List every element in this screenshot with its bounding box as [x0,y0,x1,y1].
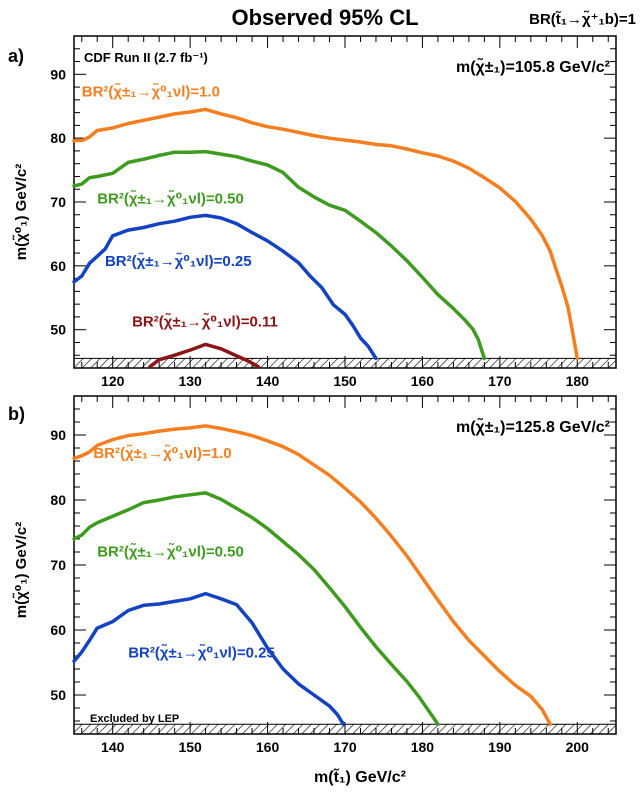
panel-b-x-tick-label: 140 [101,739,125,755]
panel-a-x-tick-label: 160 [411,373,435,389]
panel-a-curve-br_1.0 [72,107,580,361]
figure-title: Observed 95% CL [231,5,418,30]
panel-a-y-tick-label: 60 [50,258,66,274]
panel-a-curve-br_0.11 [148,342,261,369]
panel-b-curve-label-br_0.25: BR²(χ̃±₁→χ̃⁰₁νl)=0.25 [128,643,275,661]
panel-b-x-tick-label: 200 [566,739,590,755]
panel-a-curve-label-br_0.50: BR²(χ̃±₁→χ̃⁰₁νl)=0.50 [97,189,244,207]
panel-b-y-tick-label: 50 [50,687,66,703]
y-axis-label-b: m(χ̃⁰₁) GeV/c² [12,522,30,618]
panel-b-chargino-mass-label: m(χ̃±₁)=125.8 GeV/c² [456,416,610,436]
x-axis-label: m(t̃₁) GeV/c² [314,767,406,786]
panel-a-curve-label-br_1.0: BR²(χ̃±₁→χ̃⁰₁νl)=1.0 [82,83,220,101]
y-axis-label-a: m(χ̃⁰₁) GeV/c² [12,164,30,260]
panel-a-x-tick-label: 180 [566,373,590,389]
panel-b-x-tick-label: 190 [488,739,512,755]
panel-b-curve-br_1.0 [72,424,552,727]
panel-a: 120 130 140 150 160 170 180 50 60 70 80 90 BR²(χ̃±₁→… [50,35,617,389]
panel-a-y-tick-label: 70 [50,194,66,210]
panel-b-x-tick-label: 150 [178,739,202,755]
panel-a-x-tick-label: 140 [256,373,280,389]
panel-b-curve-label-br_0.50: BR²(χ̃±₁→χ̃⁰₁νl)=0.50 [97,543,244,561]
panel-a-curve-br_0.50 [72,149,487,361]
panel-a-x-tick-label: 120 [101,373,125,389]
panel-b-x-tick-label: 180 [411,739,435,755]
lep-excluded-label: Excluded by LEP [90,713,179,725]
panel-a-curve-br_0.25 [72,213,378,361]
panel-a-y-tick-label: 90 [50,66,66,82]
panel-b-curve-label-br_1.0: BR²(χ̃±₁→χ̃⁰₁νl)=1.0 [93,444,231,462]
panel-a-chargino-mass-label: m(χ̃±₁)=105.8 GeV/c² [456,56,610,76]
panel-b-curve-br_0.25 [72,591,346,727]
panel-a-curve-label-br_0.11: BR²(χ̃±₁→χ̃⁰₁νl)=0.11 [132,313,278,331]
panel-a-y-tick-label: 50 [50,322,66,338]
panel-a-label: a) [8,46,24,66]
panel-b-x-tick-label: 160 [256,739,280,755]
panel-b-y-tick-label: 60 [50,622,66,638]
panel-b-label: b) [8,404,25,424]
panel-b-y-tick-label: 80 [50,492,66,508]
panel-a-y-tick-label: 80 [50,130,66,146]
panel-a-x-tick-label: 150 [333,373,357,389]
panel-a-x-tick-label: 170 [488,373,512,389]
panel-b-y-tick-label: 70 [50,557,66,573]
panel-a-x-tick-label: 130 [178,373,202,389]
panel-b-x-tick-label: 170 [333,739,357,755]
panel-a-curve-label-br_0.25: BR²(χ̃±₁→χ̃⁰₁νl)=0.25 [105,252,252,270]
branching-ratio-label: BR(t̃₁→χ̃⁺₁b)=1 [529,10,636,28]
panel-b: 140 150 160 170 180 190 200 50 60 70 80 90 BR²(χ̃±₁→… [50,395,617,755]
experiment-label: CDF Run II (2.7 fb⁻¹) [84,50,208,65]
panel-b-curve-br_0.50 [72,491,440,727]
panel-b-y-tick-label: 90 [50,427,66,443]
